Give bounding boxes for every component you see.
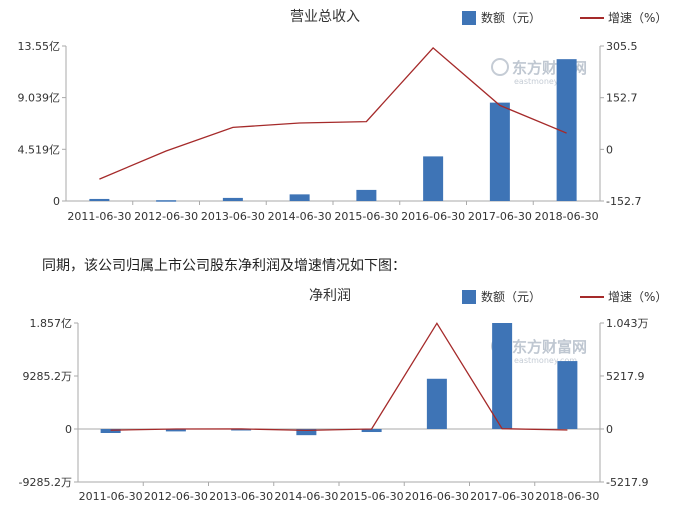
intro-sentence: 同期，该公司归属上市公司股东净利润及增速情况如下图： (42, 257, 406, 274)
chart-title: 净利润 (309, 288, 351, 304)
right-tick-label: -152.7 (606, 195, 641, 208)
legend-line-label: 增速（%） (608, 290, 667, 304)
bar (556, 59, 577, 201)
left-tick-label: 0 (65, 423, 72, 436)
left-tick-label: 9.039亿 (18, 92, 61, 105)
right-tick-label: 1.043万 (606, 317, 649, 330)
bar (156, 200, 177, 202)
bar (361, 428, 382, 433)
bar (165, 428, 186, 432)
legend-line-label: 增速（%） (608, 11, 667, 25)
x-tick-label: 2018-06-30 (535, 210, 599, 223)
x-tick-label: 2011-06-30 (67, 210, 131, 223)
x-tick-label: 2015-06-30 (334, 210, 398, 223)
bar (222, 197, 243, 201)
right-tick-label: 0 (606, 143, 613, 156)
left-tick-label: 1.857亿 (30, 317, 73, 330)
x-tick-label: 2016-06-30 (401, 210, 465, 223)
x-tick-label: 2014-06-30 (268, 210, 332, 223)
bar (356, 189, 377, 201)
legend-bar-label: 数额（元） (481, 289, 541, 304)
bar (426, 378, 447, 429)
right-tick-label: 305.5 (606, 40, 638, 53)
x-tick-label: 2018-06-30 (535, 490, 599, 503)
bar (296, 428, 317, 436)
bar (492, 323, 513, 429)
net-profit-chart: 净利润 数额（元） 增速（%） 东方财富网 eastmoney.com -928… (19, 288, 668, 503)
revenue-chart: 营业总收入 数额（元） 增速（%） 东方财富网 eastmoney.com 04… (18, 9, 668, 223)
left-tick-label: 9285.2万 (23, 370, 73, 383)
x-tick-label: 2015-06-30 (340, 490, 404, 503)
left-tick-label: 13.55亿 (18, 40, 61, 53)
x-tick-label: 2013-06-30 (209, 490, 273, 503)
left-tick-label: -9285.2万 (19, 476, 72, 489)
bar (231, 428, 252, 431)
watermark-url: eastmoney.com (514, 356, 577, 365)
watermark-url: eastmoney.com (514, 77, 577, 86)
x-tick-label: 2014-06-30 (274, 490, 338, 503)
chart-title: 营业总收入 (290, 9, 360, 25)
left-tick-label: 4.519亿 (18, 143, 61, 156)
bar (89, 198, 110, 201)
legend-bar-label: 数额（元） (481, 10, 541, 25)
bar (557, 361, 578, 429)
right-tick-label: 152.7 (606, 92, 638, 105)
legend-bar-swatch (462, 290, 476, 304)
x-tick-label: 2012-06-30 (134, 210, 198, 223)
bar (289, 194, 310, 201)
growth-line (110, 322, 568, 432)
watermark-name: 东方财富网 (512, 338, 587, 356)
right-tick-label: -5217.9 (606, 476, 648, 489)
x-tick-label: 2017-06-30 (468, 210, 532, 223)
legend-bar-swatch (462, 11, 476, 25)
bar (100, 428, 121, 433)
growth-line (99, 46, 567, 180)
right-tick-label: 5217.9 (606, 370, 645, 383)
left-tick-label: 0 (53, 195, 60, 208)
x-tick-label: 2017-06-30 (470, 490, 534, 503)
bar (489, 102, 510, 201)
x-tick-label: 2012-06-30 (144, 490, 208, 503)
bar (423, 156, 444, 201)
right-tick-label: 0 (606, 423, 613, 436)
x-tick-label: 2011-06-30 (79, 490, 143, 503)
x-tick-label: 2013-06-30 (201, 210, 265, 223)
x-tick-label: 2016-06-30 (405, 490, 469, 503)
